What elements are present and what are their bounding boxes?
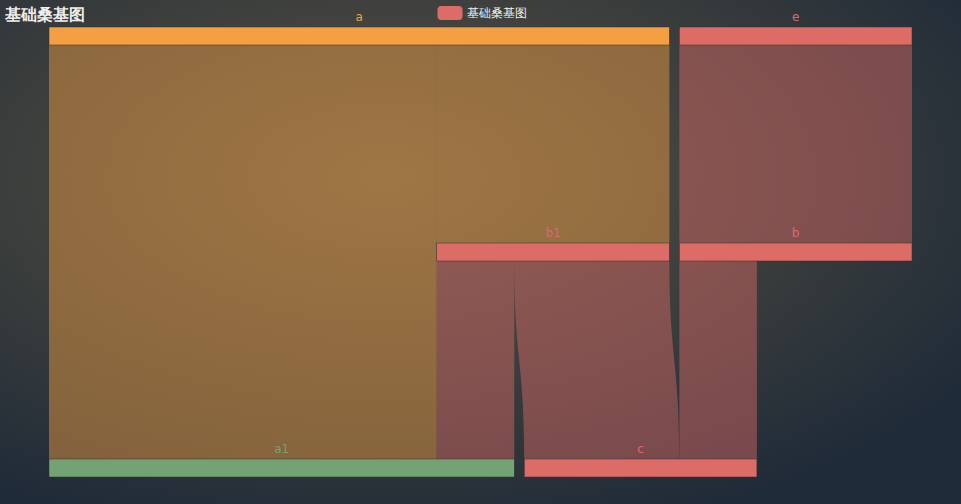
node-label: b1 — [545, 226, 560, 240]
link[interactable] — [514, 261, 679, 459]
links — [49, 45, 912, 459]
legend[interactable]: 基础桑基图 — [438, 6, 527, 20]
link[interactable] — [679, 261, 757, 459]
node-label: c — [637, 442, 644, 456]
background — [0, 0, 961, 504]
link[interactable] — [49, 45, 437, 459]
legend-swatch[interactable] — [438, 6, 463, 20]
node[interactable] — [49, 459, 514, 477]
node[interactable] — [49, 27, 669, 45]
title: 基础桑基图 — [4, 5, 85, 24]
node-label: b — [792, 226, 800, 240]
node-label: a — [356, 10, 363, 24]
link[interactable] — [437, 261, 515, 459]
nodes — [49, 27, 912, 477]
node[interactable] — [524, 459, 757, 477]
legend-label[interactable]: 基础桑基图 — [467, 6, 527, 20]
link[interactable] — [437, 45, 670, 243]
chart: 基础桑基图 基础桑基图 a e b1 b a1 c — [0, 0, 961, 504]
node-label: e — [792, 10, 799, 24]
link[interactable] — [679, 45, 912, 243]
node[interactable] — [679, 27, 912, 45]
node[interactable] — [437, 243, 670, 261]
node-label: a1 — [274, 442, 289, 456]
node[interactable] — [679, 243, 912, 261]
